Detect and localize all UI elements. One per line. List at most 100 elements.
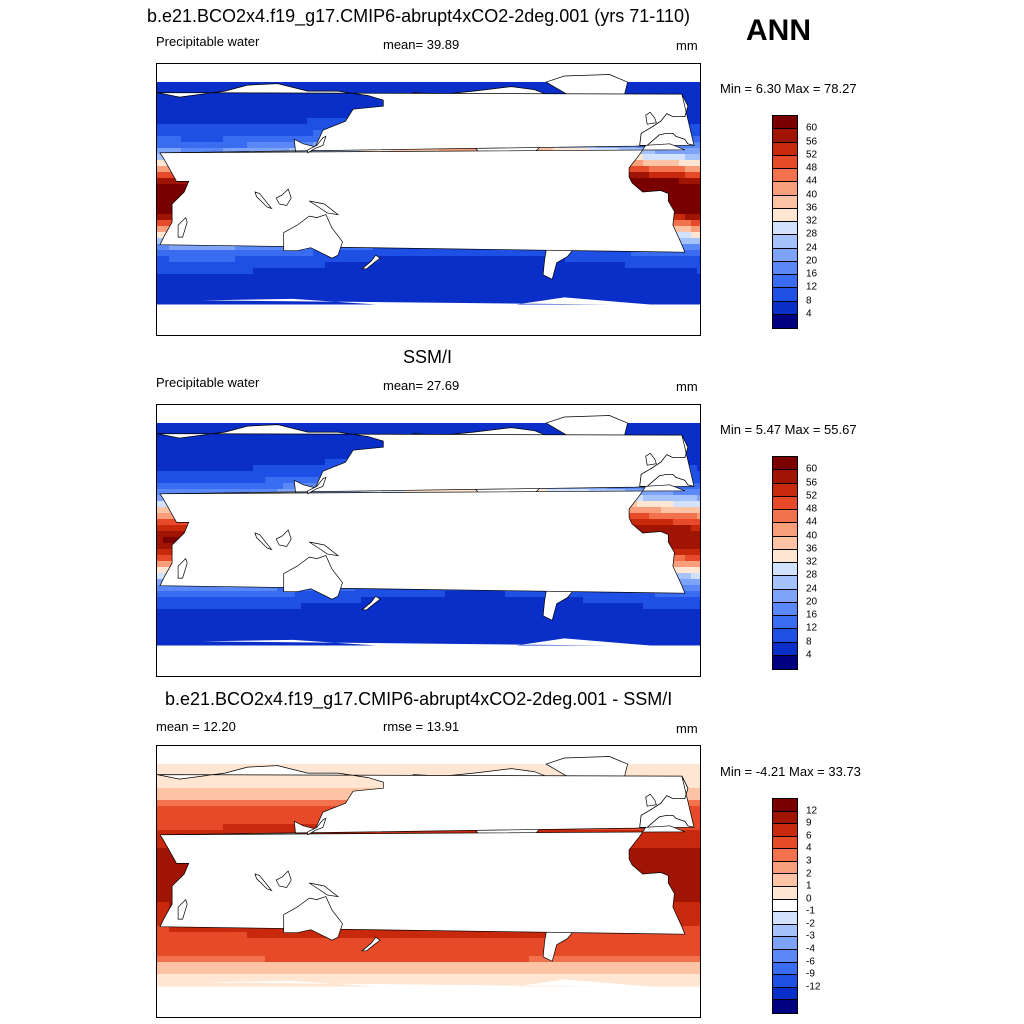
field-cell	[235, 262, 242, 269]
field-cell	[661, 256, 668, 263]
field-cell	[295, 453, 302, 460]
field-cell	[619, 250, 626, 257]
field-cell	[481, 274, 488, 281]
field-cell	[637, 178, 644, 185]
field-cell	[331, 459, 338, 466]
panel-2-map-canvas	[157, 415, 700, 676]
field-cell	[343, 489, 350, 496]
field-cell	[667, 250, 674, 257]
field-cell	[301, 465, 308, 472]
field-cell	[187, 435, 194, 442]
field-cell	[541, 280, 548, 287]
field-cell	[283, 298, 290, 305]
field-cell	[157, 106, 164, 113]
field-cell	[637, 519, 644, 526]
field-cell	[649, 160, 656, 167]
field-cell	[277, 106, 284, 113]
field-cell	[169, 184, 176, 191]
field-cell	[301, 148, 308, 155]
field-cell	[175, 124, 182, 131]
field-cell	[223, 142, 230, 149]
field-cell	[673, 262, 680, 269]
field-cell	[307, 274, 314, 281]
field-cell	[367, 292, 374, 299]
field-cell	[187, 94, 194, 101]
colorbar-swatch	[773, 314, 797, 328]
panel-1-mean-label: mean= 39.89	[383, 37, 460, 52]
field-cell	[283, 286, 290, 293]
field-cell	[643, 489, 650, 496]
field-cell	[175, 453, 182, 460]
field-cell	[295, 136, 302, 143]
field-cell	[289, 136, 296, 143]
field-cell	[673, 489, 680, 496]
field-cell	[307, 94, 314, 101]
field-cell	[679, 196, 686, 203]
field-cell	[541, 429, 548, 436]
field-cell	[199, 262, 206, 269]
field-cell	[433, 268, 440, 275]
field-cell	[445, 280, 452, 287]
field-cell	[241, 280, 248, 287]
field-cell	[283, 423, 290, 430]
field-cell	[439, 286, 446, 293]
field-cell	[271, 441, 278, 448]
field-cell	[493, 82, 500, 89]
field-cell	[667, 148, 674, 155]
field-cell	[403, 286, 410, 293]
field-cell	[199, 447, 206, 454]
field-cell	[319, 118, 326, 125]
field-cell	[319, 106, 326, 113]
field-cell	[655, 160, 662, 167]
field-cell	[169, 88, 176, 95]
field-cell	[493, 268, 500, 275]
field-cell	[157, 292, 164, 299]
field-cell	[619, 280, 626, 287]
field-cell	[325, 262, 332, 269]
field-cell	[235, 142, 242, 149]
field-cell	[613, 250, 620, 257]
field-cell	[697, 483, 700, 490]
field-cell	[205, 268, 212, 275]
field-cell	[367, 435, 374, 442]
field-cell	[163, 124, 170, 131]
field-cell	[217, 88, 224, 95]
field-cell	[331, 112, 338, 119]
field-cell	[673, 250, 680, 257]
field-cell	[319, 286, 326, 293]
field-cell	[367, 82, 374, 89]
field-cell	[655, 423, 662, 430]
field-cell	[187, 124, 194, 131]
field-cell	[457, 292, 464, 299]
field-cell	[229, 477, 236, 484]
field-cell	[493, 292, 500, 299]
field-cell	[409, 82, 416, 89]
field-cell	[367, 441, 374, 448]
field-cell	[553, 88, 560, 95]
field-cell	[685, 106, 692, 113]
field-cell	[679, 280, 686, 287]
field-cell	[697, 124, 700, 131]
field-cell	[385, 256, 392, 263]
field-cell	[301, 292, 308, 299]
field-cell	[685, 453, 692, 460]
panel-1-title: b.e21.BCO2x4.f19_g17.CMIP6-abrupt4xCO2-2…	[147, 6, 690, 26]
field-cell	[361, 435, 368, 442]
field-cell	[685, 298, 692, 305]
field-cell	[307, 124, 314, 131]
field-cell	[343, 447, 350, 454]
field-cell	[331, 298, 338, 305]
panel-2-minmax-label: Min = 5.47 Max = 55.67	[720, 422, 857, 437]
field-cell	[193, 130, 200, 137]
field-cell	[337, 453, 344, 460]
field-cell	[445, 250, 452, 257]
field-cell	[691, 136, 698, 143]
field-cell	[157, 274, 164, 281]
field-cell	[691, 160, 698, 167]
field-cell	[523, 298, 530, 305]
field-cell	[163, 286, 170, 293]
field-cell	[685, 489, 692, 496]
field-cell	[271, 447, 278, 454]
field-cell	[199, 423, 206, 430]
field-cell	[367, 250, 374, 257]
